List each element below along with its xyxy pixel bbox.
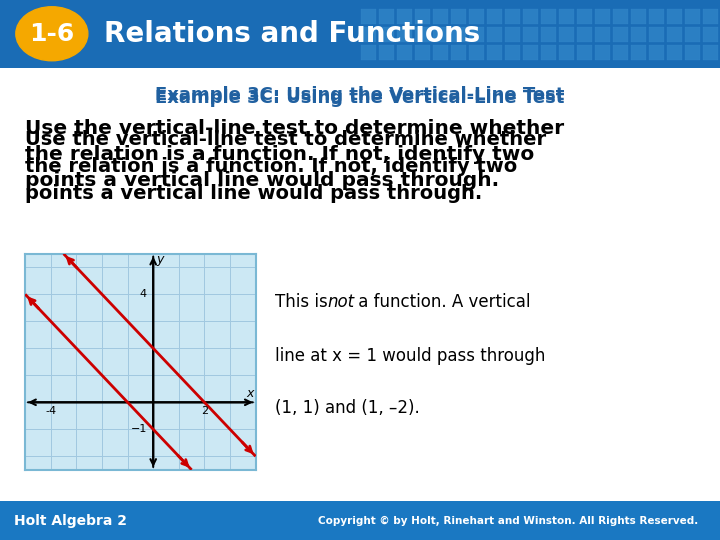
- Text: Holt Algebra 2: Holt Algebra 2: [14, 514, 127, 528]
- Bar: [505, 45, 520, 60]
- Bar: [451, 9, 467, 24]
- Bar: [631, 9, 647, 24]
- Text: 1-6: 1-6: [30, 22, 74, 46]
- Bar: [577, 45, 592, 60]
- Text: Example 3C: Using the Vertical-Line Test: Example 3C: Using the Vertical-Line Test: [156, 89, 564, 107]
- Bar: [613, 45, 628, 60]
- Bar: [433, 27, 448, 42]
- Bar: [667, 27, 682, 42]
- Bar: [613, 9, 628, 24]
- Bar: [541, 9, 556, 24]
- Text: (1, 1) and (1, –2).: (1, 1) and (1, –2).: [276, 399, 420, 416]
- Bar: [667, 45, 682, 60]
- Bar: [379, 9, 395, 24]
- Bar: [487, 45, 503, 60]
- Bar: [685, 27, 700, 42]
- Bar: [595, 9, 610, 24]
- Bar: [469, 27, 484, 42]
- Bar: [613, 27, 628, 42]
- Bar: [415, 9, 431, 24]
- Bar: [685, 45, 700, 60]
- Bar: [433, 45, 448, 60]
- Bar: [685, 9, 700, 24]
- Text: y: y: [157, 253, 164, 266]
- Bar: [631, 27, 647, 42]
- Bar: [631, 45, 647, 60]
- Bar: [397, 45, 413, 60]
- Text: 4: 4: [140, 289, 147, 299]
- Bar: [703, 9, 719, 24]
- Bar: [415, 45, 431, 60]
- Bar: [649, 27, 664, 42]
- Bar: [487, 27, 503, 42]
- Bar: [433, 9, 448, 24]
- Bar: [667, 9, 682, 24]
- Text: Example 3C: Using the Vertical-Line Test: Example 3C: Using the Vertical-Line Test: [156, 85, 564, 104]
- Bar: [577, 27, 592, 42]
- Text: line at x = 1 would pass through: line at x = 1 would pass through: [276, 347, 546, 364]
- Bar: [469, 9, 484, 24]
- Text: x: x: [247, 387, 254, 400]
- Text: -4: -4: [45, 407, 56, 416]
- Text: the relation is a function. If not, identify two: the relation is a function. If not, iden…: [25, 145, 534, 165]
- Text: Relations and Functions: Relations and Functions: [104, 20, 481, 48]
- Text: This is: This is: [276, 293, 333, 310]
- Bar: [523, 45, 538, 60]
- Ellipse shape: [16, 6, 88, 60]
- Bar: [523, 9, 538, 24]
- Bar: [361, 27, 376, 42]
- Bar: [595, 45, 610, 60]
- Bar: [577, 9, 592, 24]
- Bar: [397, 9, 413, 24]
- Bar: [559, 9, 575, 24]
- Text: points a vertical line would pass through.: points a vertical line would pass throug…: [25, 184, 482, 202]
- Text: Use the vertical-line test to determine whether: Use the vertical-line test to determine …: [25, 119, 564, 138]
- Bar: [703, 27, 719, 42]
- Bar: [505, 9, 520, 24]
- Bar: [523, 27, 538, 42]
- Bar: [649, 45, 664, 60]
- Text: the relation is a function. If not, identify two: the relation is a function. If not, iden…: [25, 157, 518, 176]
- Text: a function. A vertical: a function. A vertical: [353, 293, 530, 310]
- Bar: [541, 45, 556, 60]
- Bar: [361, 9, 376, 24]
- Text: points a vertical line would pass through.: points a vertical line would pass throug…: [25, 172, 499, 191]
- Bar: [505, 27, 520, 42]
- Bar: [649, 9, 664, 24]
- Bar: [451, 45, 467, 60]
- Bar: [703, 45, 719, 60]
- Text: −1: −1: [130, 424, 147, 434]
- Text: 2: 2: [201, 407, 208, 416]
- Text: Copyright © by Holt, Rinehart and Winston. All Rights Reserved.: Copyright © by Holt, Rinehart and Winsto…: [318, 516, 698, 525]
- Text: Use the vertical-line test to determine whether: Use the vertical-line test to determine …: [25, 130, 546, 148]
- Bar: [379, 45, 395, 60]
- Bar: [451, 27, 467, 42]
- Bar: [415, 27, 431, 42]
- Bar: [541, 27, 556, 42]
- Bar: [595, 27, 610, 42]
- Bar: [487, 9, 503, 24]
- Text: not: not: [328, 293, 355, 310]
- Bar: [379, 27, 395, 42]
- Bar: [559, 27, 575, 42]
- Bar: [559, 45, 575, 60]
- Bar: [361, 45, 376, 60]
- Bar: [469, 45, 484, 60]
- Bar: [397, 27, 413, 42]
